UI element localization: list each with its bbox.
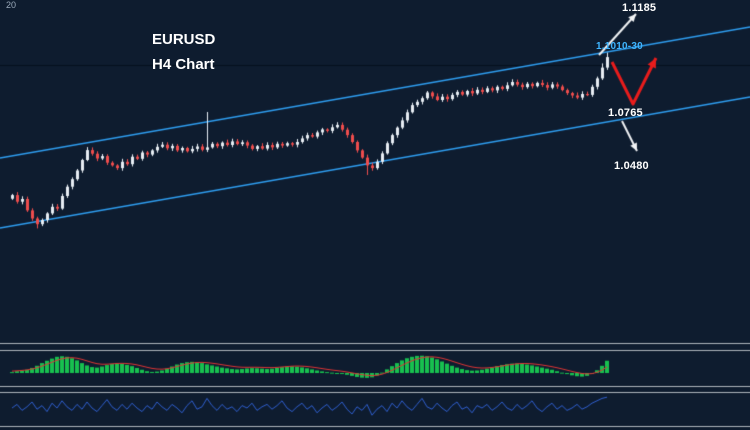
timeframe-label: H4 Chart (152, 56, 215, 73)
price-annotation-breakout-zone: 1.1010-30 (596, 41, 643, 52)
price-annotation-target-low: 1.0480 (614, 160, 649, 172)
corner-timestamp: 20 (6, 0, 17, 10)
price-annotation-channel-support: 1.0765 (608, 107, 643, 119)
symbol-label: EURUSD (152, 31, 216, 48)
price-annotation-target-high: 1.1185 (622, 2, 657, 14)
